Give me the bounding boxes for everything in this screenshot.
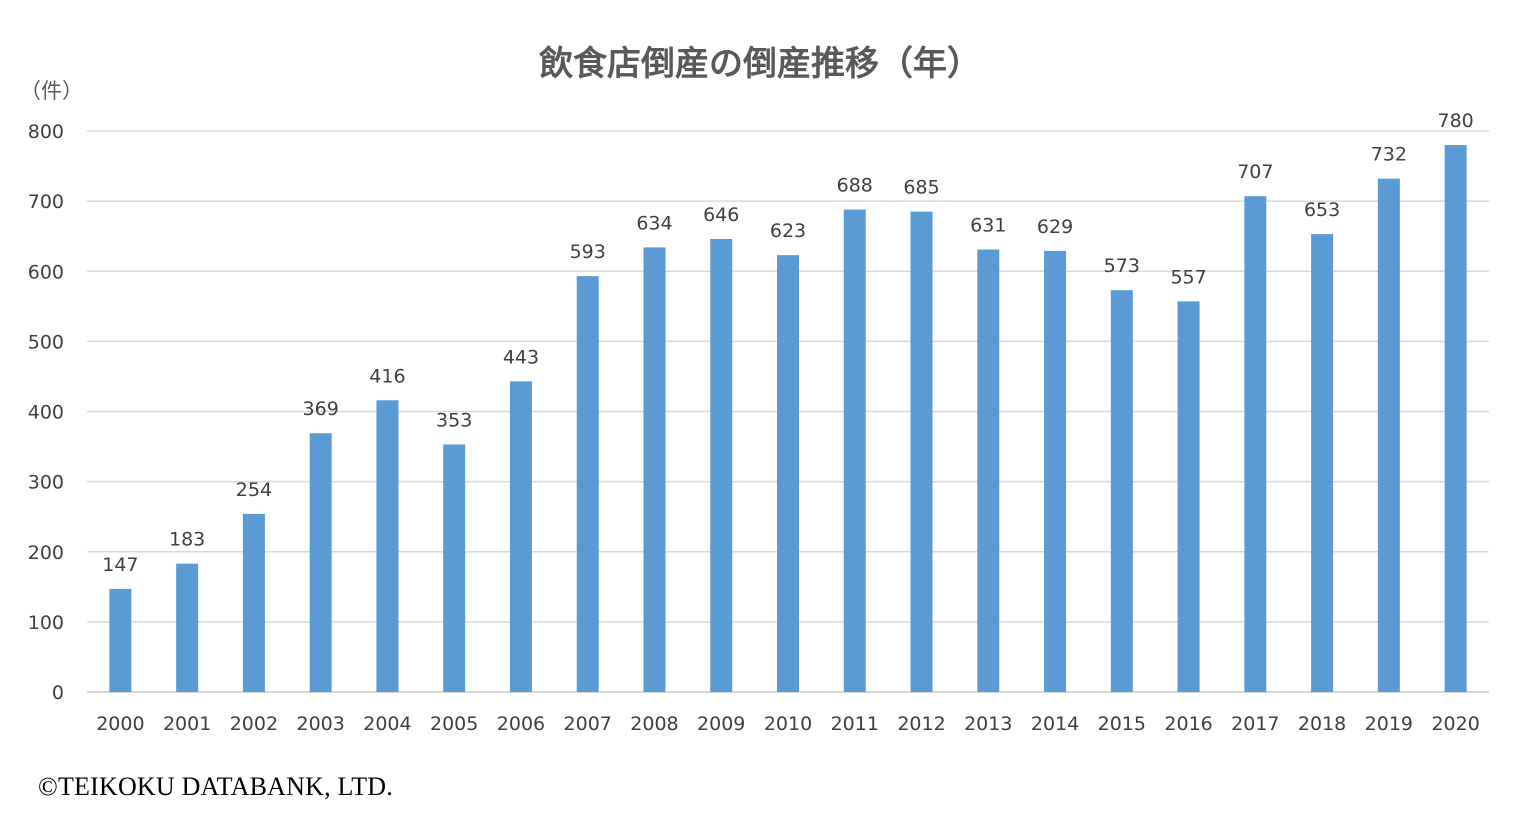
x-tick-label: 2007 [564, 713, 612, 735]
y-tick-label: 300 [28, 472, 64, 494]
bar [242, 513, 265, 692]
data-label: 629 [1037, 216, 1073, 238]
data-label: 653 [1304, 199, 1340, 221]
bar [1044, 250, 1067, 692]
data-label: 646 [703, 204, 739, 226]
data-label: 685 [903, 177, 939, 199]
y-tick-label: 500 [28, 331, 64, 353]
chart-title: 飲食店倒産の倒産推移（年） [539, 44, 981, 84]
x-tick-label: 2019 [1365, 713, 1413, 735]
data-label: 353 [436, 409, 472, 431]
bar [1244, 196, 1267, 692]
data-label: 688 [837, 175, 873, 197]
data-label: 254 [236, 479, 272, 501]
bar [777, 255, 799, 692]
bar [1110, 290, 1133, 692]
bar [376, 400, 399, 692]
y-axis-ticks: 0 100 200 300 400 500 600 700 800 [28, 121, 64, 704]
bar [309, 433, 332, 692]
bar [1377, 178, 1400, 692]
x-tick-label: 2010 [764, 713, 812, 735]
x-tick-label: 2014 [1031, 713, 1079, 735]
x-tick-label: 2008 [630, 713, 678, 735]
x-tick-label: 2001 [163, 713, 211, 735]
data-label: 369 [303, 398, 339, 420]
x-tick-label: 2018 [1298, 713, 1346, 735]
y-tick-label: 600 [28, 261, 64, 283]
x-tick-label: 2016 [1164, 713, 1212, 735]
x-tick-label: 2009 [697, 713, 745, 735]
bar [910, 211, 933, 693]
bar [977, 249, 1000, 693]
data-label: 634 [636, 212, 672, 234]
y-tick-label: 700 [28, 191, 64, 213]
x-tick-label: 2020 [1431, 713, 1479, 735]
data-label: 147 [102, 554, 138, 576]
y-tick-label: 0 [52, 682, 64, 704]
x-tick-label: 2017 [1231, 713, 1279, 735]
x-axis-ticks: 2000 2001 2002 2003 2004 2005 2006 2007 2008 2009… [96, 713, 1480, 735]
bar [1311, 234, 1334, 693]
x-tick-label: 2000 [96, 713, 144, 735]
data-label: 631 [970, 215, 1006, 237]
data-labels: 147 183 254 369 416 353 443 593 634 646 623 688 685 6… [102, 110, 1474, 576]
x-tick-label: 2004 [363, 713, 411, 735]
bar [1444, 145, 1467, 692]
bar [443, 444, 466, 692]
x-tick-label: 2002 [230, 713, 278, 735]
data-label: 557 [1170, 266, 1206, 288]
data-label: 707 [1237, 161, 1273, 183]
x-tick-label: 2003 [296, 713, 344, 735]
y-tick-label: 100 [28, 612, 64, 634]
bar [1177, 301, 1200, 692]
bar [576, 276, 599, 692]
x-tick-label: 2006 [497, 713, 545, 735]
y-tick-label: 800 [28, 121, 64, 143]
data-label: 780 [1437, 110, 1473, 132]
x-tick-label: 2005 [430, 713, 478, 735]
bars [109, 145, 1467, 693]
bar [843, 209, 866, 693]
x-tick-label: 2012 [897, 713, 945, 735]
bar [710, 238, 733, 692]
data-label: 732 [1371, 144, 1407, 166]
data-label: 183 [169, 529, 205, 551]
x-tick-label: 2015 [1098, 713, 1146, 735]
data-label: 443 [503, 346, 539, 368]
x-tick-label: 2011 [831, 713, 879, 735]
x-tick-label: 2013 [964, 713, 1012, 735]
copyright-notice: ©TEIKOKU DATABANK, LTD. [38, 772, 393, 801]
bar [109, 588, 132, 692]
data-label: 416 [369, 365, 405, 387]
bar [176, 563, 199, 692]
data-label: 573 [1104, 255, 1140, 277]
data-label: 623 [770, 220, 806, 242]
bar [509, 381, 532, 692]
y-axis-unit-label: （件） [20, 79, 83, 103]
y-tick-label: 200 [28, 542, 64, 564]
bar [643, 247, 666, 692]
data-label: 593 [570, 241, 606, 263]
y-tick-label: 400 [28, 402, 64, 424]
